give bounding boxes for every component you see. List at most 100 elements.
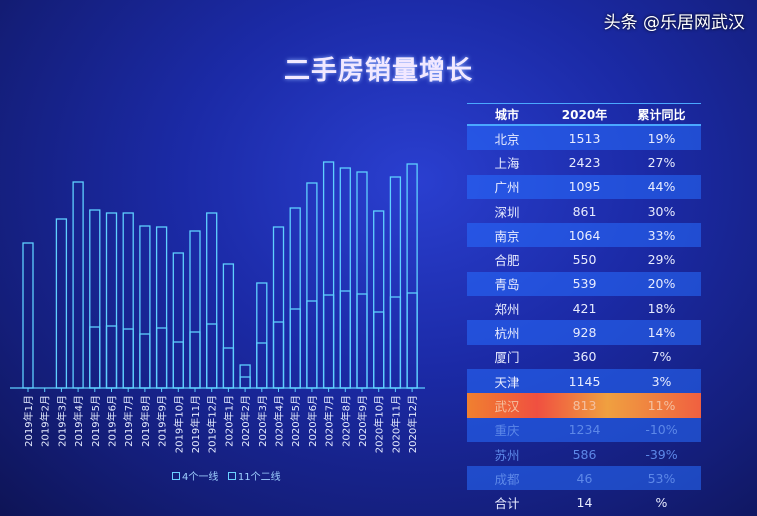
cell-yoy: 33% [647,227,676,243]
cell-city: 厦门 [494,350,520,366]
bar-tier1 [189,331,201,389]
x-tick-label: 2019年1月 [22,395,35,447]
bar-tier2 [373,210,385,389]
bar-tier1 [122,328,134,389]
x-tick-label: 2019年12月 [206,395,219,453]
x-tick-label: 2020年7月 [323,395,336,447]
cell-2020: 550 [572,252,597,268]
cell-2020: 586 [572,446,597,462]
x-tick-label: 2019年2月 [39,395,52,447]
cell-city: 南京 [494,228,520,244]
bar-chart: 2019年1月 2019年2月 2019年3月 2019年4月 2019年5月 2019年… [10,161,425,453]
cell-yoy: 27% [647,154,676,170]
cell-yoy: 11% [647,397,676,413]
cell-2020: 1513 [568,130,601,146]
x-tick-label: 2020年8月 [339,395,352,447]
cell-city: 成都 [494,471,520,487]
header-yoy: 累计同比 [637,107,686,122]
x-tick-label: 2019年7月 [122,395,135,447]
cell-city: 广州 [494,180,520,196]
bar-tier2 [206,212,218,389]
cell-yoy: % [655,495,668,511]
bar-tier1 [105,325,118,389]
table-row: 重庆 1234 -10% [467,417,701,442]
bar-tier1 [172,341,184,389]
city-sales-table: 城市 2020年 累计同比 北京 1513 19% 上海 2423 27% 广州 1095 44… [467,103,701,515]
cell-city: 合计 [494,496,520,512]
x-tick-label: 2019年4月 [72,395,85,447]
table-row: 天津 1145 3% [467,368,701,394]
table-header: 城市 2020年 累计同比 [467,103,701,126]
cell-2020: 861 [572,203,597,219]
cell-city: 北京 [494,131,520,147]
bar-tier1 [322,294,335,389]
cell-2020: 46 [576,470,593,486]
cell-yoy: 14% [647,325,676,341]
bar-tier2 [55,218,68,389]
bar-tier2 [122,212,134,389]
watermark: 头条 @乐居网武汉 [603,13,745,33]
cell-city: 苏州 [494,447,520,463]
cell-2020: 813 [572,397,597,413]
cell-yoy: 7% [651,349,672,365]
cell-2020: 421 [572,300,597,316]
bar-tier1 [139,333,151,389]
bar-tier2 [289,207,301,389]
x-tick-label: 2020年11月 [389,395,402,453]
bar-tier1 [289,308,301,389]
cell-2020: 1095 [568,179,601,195]
x-tick-label: 2020年5月 [289,395,302,447]
bar-tier2 [322,161,335,389]
cell-city: 合肥 [494,253,520,269]
x-tick-label: 2019年5月 [89,395,102,447]
cell-2020: 14 [576,495,593,511]
table-row: 青岛 539 20% [467,271,701,297]
bar-tier2 [272,226,285,389]
cell-2020: 1064 [568,227,601,243]
bar-tier2 [256,282,268,389]
bar-tier1 [155,327,168,389]
x-tick-label: 2020年6月 [306,395,319,447]
chart-title: 二手房销量增长 [283,56,473,86]
bar-tier2 [22,242,34,389]
bar-tier2 [306,182,318,389]
table-row: 北京 1513 19% [467,126,701,151]
bar-tier1 [389,296,402,389]
bar-tier1 [306,300,318,389]
header-city: 城市 [494,107,519,122]
cell-yoy: -10% [645,422,678,438]
table-row: 合肥 550 29% [467,247,701,271]
x-tick-label: 2020年3月 [256,395,269,447]
cell-yoy: -39% [645,446,678,462]
bar-tier2 [72,181,84,389]
cell-yoy: 3% [651,373,672,389]
bar-tier1 [373,311,385,389]
table-row: 郑州 421 18% [467,296,701,320]
bar-tier1 [356,293,368,389]
x-tick-label: 2020年10月 [373,395,386,453]
x-tick-label: 2019年8月 [139,395,152,447]
bar-tier1 [256,342,268,389]
cell-2020: 360 [572,349,597,365]
table-body: 北京 1513 19% 上海 2423 27% 广州 1095 44% 深圳 861 30% 南京 106… [467,126,701,515]
table-row: 上海 2423 27% [467,150,701,174]
x-tick-label: 2020年12月 [406,395,419,453]
legend-swatch-tier2 [227,472,236,480]
bar-tier2 [172,252,184,389]
x-tick-label: 2020年9月 [356,395,369,447]
bar-tier2 [189,230,201,389]
bar-tier2 [222,263,235,389]
cell-city: 郑州 [494,301,520,317]
bar-tier2 [356,171,368,389]
cell-yoy: 20% [647,276,676,292]
x-tick-label: 2020年1月 [222,395,235,447]
cell-city: 上海 [494,155,520,171]
x-tick-label: 2019年9月 [156,395,169,447]
bar-tier1 [89,326,101,389]
legend-label-tier1: 4个一线 [182,472,219,483]
table-row: 广州 1095 44% [467,174,701,199]
x-tick-label: 2019年10月 [172,395,185,453]
x-tick-label: 2019年3月 [55,395,68,447]
table-row: 武汉 813 11% [467,393,701,418]
bar-tier2 [339,167,351,389]
